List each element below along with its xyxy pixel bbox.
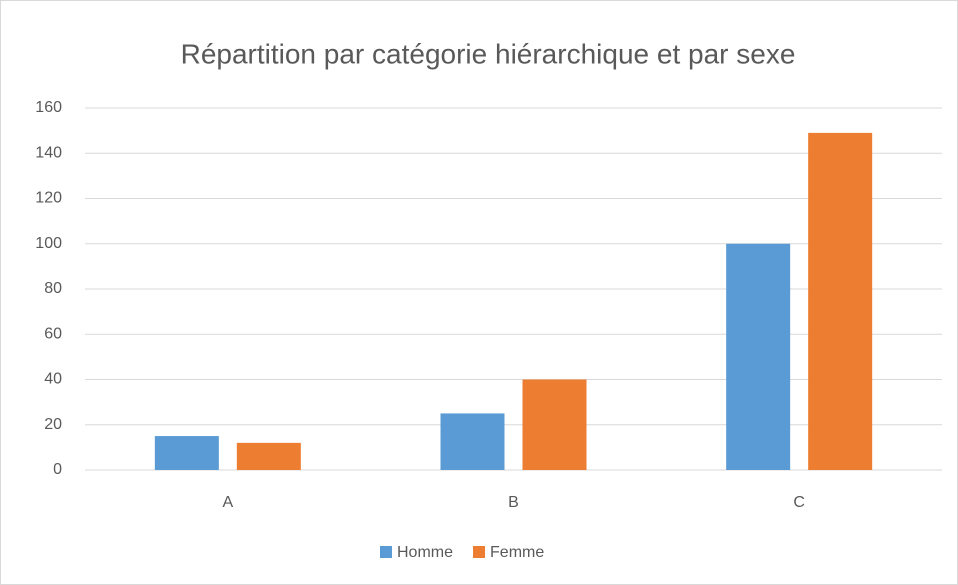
bar [726, 243, 791, 470]
bar [440, 413, 505, 470]
y-tick-label: 120 [35, 190, 62, 207]
bar [808, 132, 873, 470]
y-tick-label: 140 [35, 144, 62, 161]
bar [236, 442, 301, 470]
y-tick-label: 60 [44, 325, 62, 342]
x-tick-label: C [793, 494, 805, 511]
y-tick-label: 40 [44, 371, 62, 388]
chart-title: Répartition par catégorie hiérarchique e… [181, 38, 796, 69]
legend-swatch [380, 546, 392, 558]
x-tick-label: A [222, 494, 233, 511]
x-tick-label: B [508, 494, 519, 511]
bar [522, 379, 587, 470]
legend-label: Femme [490, 544, 544, 561]
y-tick-label: 0 [53, 461, 62, 478]
y-tick-label: 80 [44, 280, 62, 297]
y-tick-label: 20 [44, 416, 62, 433]
bar [154, 436, 219, 470]
legend-label: Homme [397, 544, 453, 561]
y-tick-label: 100 [35, 235, 62, 252]
y-tick-label: 160 [35, 99, 62, 116]
legend-swatch [473, 546, 486, 558]
